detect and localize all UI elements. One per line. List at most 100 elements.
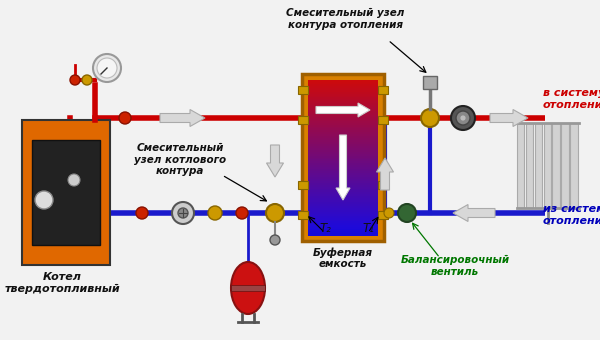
Bar xyxy=(308,80,378,83)
Bar xyxy=(308,156,378,158)
Bar xyxy=(308,88,378,90)
Text: T₁: T₁ xyxy=(362,222,374,235)
Polygon shape xyxy=(377,158,394,190)
Polygon shape xyxy=(160,109,205,126)
Bar xyxy=(378,116,388,124)
Bar xyxy=(308,204,378,207)
Bar xyxy=(308,144,378,147)
Bar xyxy=(308,96,378,98)
Bar xyxy=(308,223,378,226)
Bar xyxy=(308,142,378,145)
Bar xyxy=(423,76,437,89)
Bar xyxy=(302,74,384,241)
Bar xyxy=(308,185,378,187)
Circle shape xyxy=(421,109,439,127)
Circle shape xyxy=(35,191,53,209)
Bar xyxy=(308,163,378,166)
Bar xyxy=(553,123,560,208)
Bar xyxy=(308,99,378,102)
Circle shape xyxy=(451,106,475,130)
Bar xyxy=(22,120,110,265)
Bar xyxy=(298,86,308,94)
Polygon shape xyxy=(336,135,350,200)
Bar xyxy=(308,181,378,184)
Circle shape xyxy=(178,208,188,218)
Circle shape xyxy=(82,75,92,85)
Text: Буферная
емкость: Буферная емкость xyxy=(313,247,373,269)
Bar xyxy=(308,129,378,131)
Bar xyxy=(308,121,378,123)
Bar xyxy=(308,109,378,112)
Polygon shape xyxy=(453,204,495,221)
Circle shape xyxy=(136,207,148,219)
Polygon shape xyxy=(490,109,528,126)
Bar xyxy=(308,126,378,129)
Bar xyxy=(308,175,378,178)
Bar xyxy=(517,123,524,208)
Bar xyxy=(298,116,308,124)
Bar xyxy=(308,130,378,133)
Bar xyxy=(378,211,388,219)
Bar xyxy=(308,150,378,152)
Bar xyxy=(308,190,378,193)
Bar xyxy=(308,194,378,197)
Bar xyxy=(561,123,569,208)
Bar xyxy=(308,179,378,182)
Bar xyxy=(308,198,378,201)
Bar xyxy=(308,124,378,127)
Bar xyxy=(308,117,378,120)
Polygon shape xyxy=(316,103,370,117)
Text: Балансировочный
вентиль: Балансировочный вентиль xyxy=(400,255,509,277)
Bar xyxy=(308,169,378,172)
Bar xyxy=(308,218,378,220)
Circle shape xyxy=(270,235,280,245)
Bar xyxy=(308,111,378,114)
Circle shape xyxy=(93,54,121,82)
Bar xyxy=(308,146,378,149)
Bar xyxy=(308,103,378,106)
Circle shape xyxy=(97,58,117,78)
Bar xyxy=(308,82,378,85)
Bar xyxy=(308,136,378,139)
Bar xyxy=(308,140,378,143)
Bar xyxy=(308,115,378,118)
Bar xyxy=(308,196,378,199)
Bar xyxy=(526,123,533,208)
Circle shape xyxy=(236,207,248,219)
Bar xyxy=(308,202,378,205)
Circle shape xyxy=(70,75,80,85)
Bar xyxy=(308,183,378,185)
Bar xyxy=(308,101,378,104)
Circle shape xyxy=(208,206,222,220)
Bar xyxy=(535,123,542,208)
Bar xyxy=(308,162,378,164)
Bar xyxy=(308,188,378,191)
Bar xyxy=(308,152,378,154)
Circle shape xyxy=(266,204,284,222)
Bar xyxy=(308,159,378,162)
Bar xyxy=(308,210,378,212)
Bar xyxy=(308,214,378,217)
Bar xyxy=(308,119,378,121)
Bar xyxy=(308,90,378,92)
Circle shape xyxy=(384,208,394,218)
Text: в систему
отопления: в систему отопления xyxy=(543,88,600,109)
Polygon shape xyxy=(266,145,284,177)
Circle shape xyxy=(398,204,416,222)
Bar xyxy=(308,225,378,228)
Circle shape xyxy=(172,202,194,224)
Text: Смесительный
узел котлового
контура: Смесительный узел котлового контура xyxy=(134,143,226,176)
Bar xyxy=(308,200,378,203)
Bar xyxy=(308,165,378,168)
Bar xyxy=(308,138,378,141)
Text: T₂: T₂ xyxy=(319,222,331,235)
Bar xyxy=(298,211,308,219)
Bar xyxy=(308,177,378,180)
Bar xyxy=(308,187,378,189)
Bar xyxy=(308,123,378,125)
Bar xyxy=(308,84,378,87)
Bar xyxy=(308,208,378,210)
Bar xyxy=(308,132,378,135)
Bar xyxy=(308,212,378,215)
Text: Смесительный узел
контура отопления: Смесительный узел контура отопления xyxy=(286,8,404,30)
